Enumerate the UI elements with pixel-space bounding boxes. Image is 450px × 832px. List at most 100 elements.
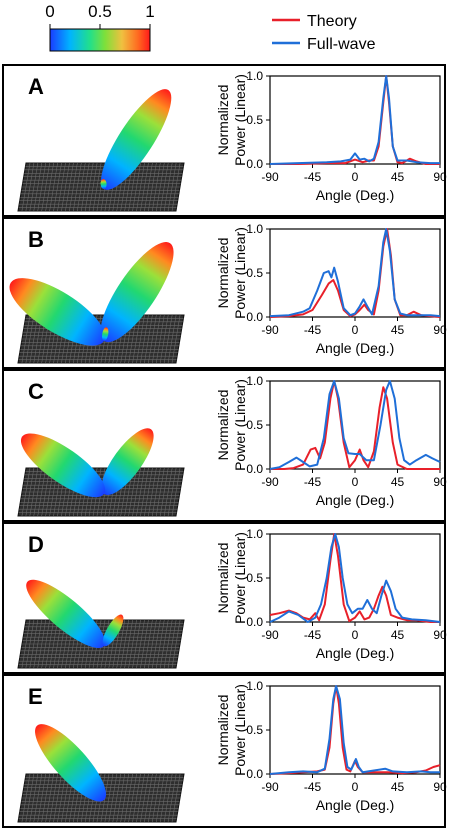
y-axis-label: Normalized Power (Linear) (215, 227, 248, 319)
y-axis-label: Normalized Power (Linear) (215, 379, 248, 471)
x-tick-label: -90 (261, 323, 279, 337)
series-line-full-wave (269, 533, 441, 623)
y-tick-label: 1.0 (246, 69, 263, 83)
y-axis-label: Normalized Power (Linear) (215, 684, 248, 776)
y-tick-label: 0.0 (246, 767, 263, 781)
series-line-theory (269, 228, 441, 318)
x-tick-label: -90 (261, 170, 279, 184)
x-tick-label: -45 (304, 475, 322, 489)
panel-letter: D (28, 532, 44, 557)
legend-fullwave-label: Full-wave (307, 36, 376, 53)
x-axis-label: Angle (Deg.) (316, 797, 395, 813)
header-svg: 0 0.5 1 Theory Full-wave (45, 2, 376, 53)
panel-e: -90 -45 0 45 90 0.0 0.5 1.0 Angle (Deg.) Normaliz… (2, 674, 447, 828)
x-tick-label: -90 (261, 628, 279, 642)
y-axis-label-line2: Power (Linear) (232, 532, 248, 624)
x-tick-label: 90 (433, 170, 447, 184)
x-tick-label: 0 (352, 780, 359, 794)
y-axis-label-line1: Normalized (215, 390, 231, 461)
panel-svg-d: -90 -45 0 45 90 0.0 0.5 1.0 Angle (Deg.) Normaliz… (17, 527, 447, 669)
plot-frame (269, 380, 441, 470)
x-tick-label: -90 (261, 475, 279, 489)
x-tick-label: 0 (352, 475, 359, 489)
series-line-theory (269, 533, 440, 623)
y-tick-label: 0.0 (246, 157, 263, 171)
radiation-lobe (101, 428, 154, 496)
x-tick-label: 0 (352, 628, 359, 642)
panel-b: -90 -45 0 45 90 0.0 0.5 1.0 Angle (Deg.) Normaliz… (2, 217, 447, 369)
radiation-lobe (20, 433, 106, 498)
x-tick-label: 45 (391, 780, 405, 794)
radiation-lobe (100, 179, 107, 190)
x-tick-label: 90 (433, 628, 447, 642)
chart-a: -90 -45 0 45 90 0.0 0.5 1.0 Angle (Deg.) Normaliz… (215, 69, 447, 203)
radiation-lobe (102, 614, 124, 647)
panel-letter: C (28, 379, 44, 404)
y-axis-label-line1: Normalized (215, 695, 231, 766)
plot-frame (269, 533, 441, 623)
colorbar-label-2: 1 (145, 2, 154, 21)
colorbar-label-0: 0 (45, 2, 54, 21)
x-tick-label: 90 (433, 780, 447, 794)
radiation-lobe (100, 89, 172, 190)
panel-letter: A (28, 74, 44, 99)
series-line-full-wave (269, 228, 441, 318)
colorbar-label-1: 0.5 (88, 2, 112, 21)
x-axis-label: Angle (Deg.) (316, 492, 395, 508)
y-axis-label-line2: Power (Linear) (232, 684, 248, 776)
y-axis-label-line2: Power (Linear) (232, 379, 248, 471)
y-axis-label-line1: Normalized (215, 238, 231, 309)
colorbar (49, 28, 151, 52)
x-tick-label: -45 (304, 170, 322, 184)
y-tick-label: 0.5 (246, 113, 263, 127)
series-line-full-wave (269, 75, 440, 165)
radiation-lobe (100, 242, 174, 343)
y-tick-label: 0.0 (246, 615, 263, 629)
y-tick-label: 0.0 (246, 310, 263, 324)
legend-theory-label: Theory (307, 13, 357, 30)
x-tick-label: 0 (352, 170, 359, 184)
chart-d: -90 -45 0 45 90 0.0 0.5 1.0 Angle (Deg.) Normaliz… (215, 527, 447, 661)
panel-letter: E (28, 684, 43, 709)
x-axis-label: Angle (Deg.) (316, 645, 395, 661)
y-axis-label-line2: Power (Linear) (232, 227, 248, 319)
chart-e: -90 -45 0 45 90 0.0 0.5 1.0 Angle (Deg.) Normaliz… (215, 679, 447, 813)
panel-letter: B (28, 227, 44, 252)
panel-d: -90 -45 0 45 90 0.0 0.5 1.0 Angle (Deg.) Normaliz… (2, 522, 447, 674)
x-tick-label: -90 (261, 780, 279, 794)
radiation-lobe (26, 579, 106, 648)
y-tick-label: 1.0 (246, 679, 263, 693)
x-axis-label: Angle (Deg.) (316, 187, 395, 203)
x-tick-label: 45 (391, 170, 405, 184)
radiation-lobe (35, 724, 107, 802)
panel-svg-b: -90 -45 0 45 90 0.0 0.5 1.0 Angle (Deg.) Normaliz… (9, 222, 447, 364)
y-tick-label: 1.0 (246, 374, 263, 388)
x-tick-label: 45 (391, 475, 405, 489)
x-tick-label: 90 (433, 323, 447, 337)
series-line-full-wave (269, 380, 441, 470)
y-tick-label: 0.5 (246, 571, 263, 585)
header-area: 0 0.5 1 Theory Full-wave (0, 0, 450, 64)
chart-c: -90 -45 0 45 90 0.0 0.5 1.0 Angle (Deg.) Normaliz… (215, 374, 447, 508)
y-tick-label: 1.0 (246, 222, 263, 236)
panel-svg-c: -90 -45 0 45 90 0.0 0.5 1.0 Angle (Deg.) Normaliz… (17, 374, 447, 517)
series-line-full-wave (269, 685, 440, 775)
panel-svg-e: -90 -45 0 45 90 0.0 0.5 1.0 Angle (Deg.) Normaliz… (17, 679, 447, 823)
x-tick-label: 45 (391, 323, 405, 337)
y-axis-label-line1: Normalized (215, 85, 231, 156)
x-tick-label: 45 (391, 628, 405, 642)
chart-b: -90 -45 0 45 90 0.0 0.5 1.0 Angle (Deg.) Normaliz… (215, 222, 447, 356)
series-line-theory (270, 75, 440, 165)
y-tick-label: 0.5 (246, 723, 263, 737)
radiation-lobe (9, 278, 106, 346)
radiation-lobe (102, 327, 109, 342)
y-tick-label: 1.0 (246, 527, 263, 541)
plot-frame (269, 228, 441, 318)
x-axis-label: Angle (Deg.) (316, 340, 395, 356)
panel-a: -90 -45 0 45 90 0.0 0.5 1.0 Angle (Deg.) Normaliz… (2, 64, 447, 217)
y-tick-label: 0.5 (246, 418, 263, 432)
y-tick-label: 0.0 (246, 462, 263, 476)
panel-svg-a: -90 -45 0 45 90 0.0 0.5 1.0 Angle (Deg.) Normaliz… (17, 69, 447, 212)
plot-frame (269, 75, 441, 165)
y-axis-label-line1: Normalized (215, 543, 231, 614)
